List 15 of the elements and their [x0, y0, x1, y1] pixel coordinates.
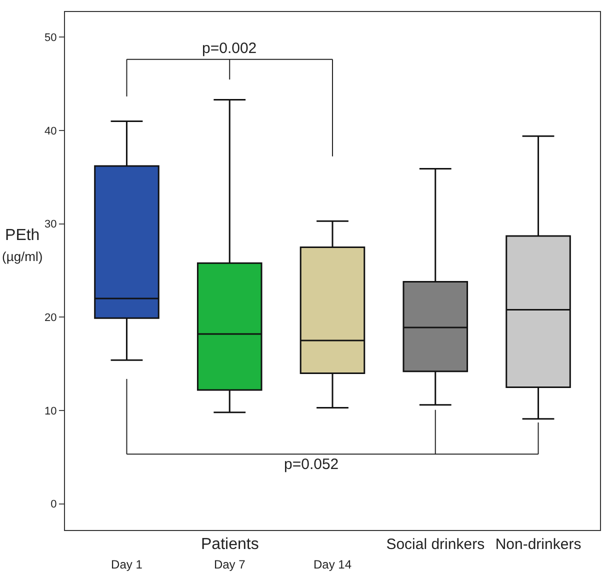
annotation: p=0.052 [284, 456, 339, 473]
y-tick-label: 30 [44, 218, 57, 231]
y-tick-label: 50 [44, 32, 57, 44]
text: Patients [201, 536, 259, 553]
annotation: p=0.002 [202, 40, 257, 57]
x-tick-label: Social drinkers [386, 536, 485, 553]
y-tick-label: 0 [50, 498, 57, 511]
y-tick-label: 20 [44, 312, 57, 324]
x-tick-label: Day 14 [313, 558, 352, 572]
y-axis-title: PEth (µg/ml) [2, 227, 43, 264]
y-tick-label: 10 [44, 405, 57, 418]
x-tick-label: Day 1 [111, 558, 143, 572]
x-tick-label: Non-drinkers [495, 536, 582, 553]
x-tick-label: Day 7 [214, 558, 246, 572]
y-tick-label: 40 [44, 125, 57, 138]
